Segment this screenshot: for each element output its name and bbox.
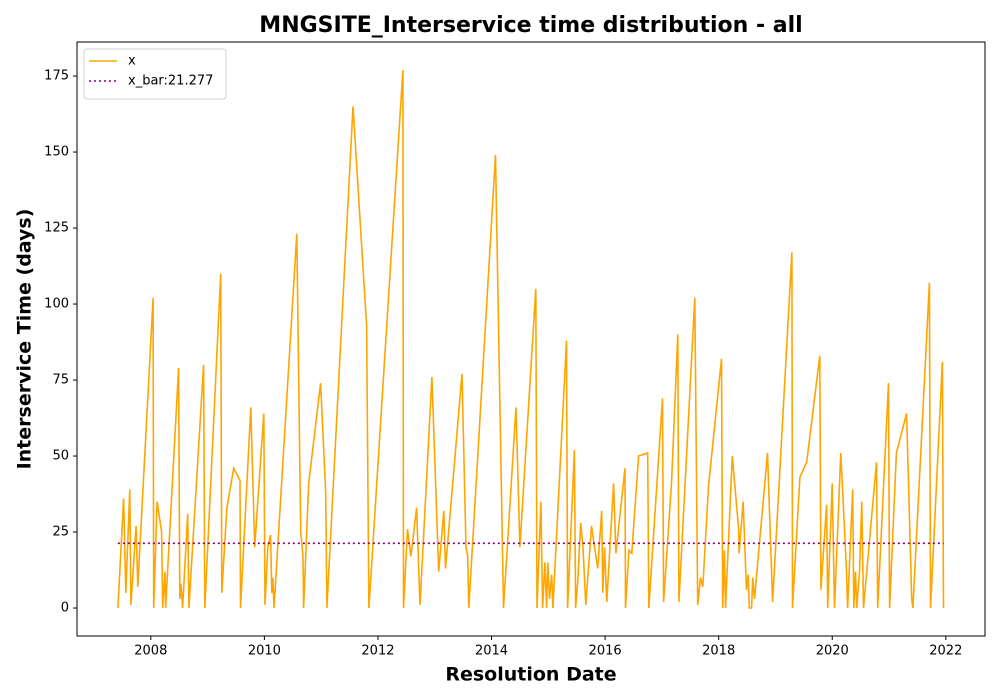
legend-label: x_bar:21.277 [128, 74, 213, 89]
x-tick-label: 2014 [475, 644, 508, 659]
plot-area [76, 41, 986, 637]
x-tick-label: 2010 [248, 644, 281, 659]
y-tick-label: 50 [52, 449, 69, 464]
y-tick-label: 100 [44, 297, 69, 312]
x-tick-label: 2022 [929, 644, 962, 659]
y-axis-label: Interservice Time (days) [14, 209, 36, 470]
x-tick-label: 2016 [589, 644, 622, 659]
y-tick-label: 150 [44, 145, 69, 160]
y-tick-label: 0 [61, 601, 69, 616]
y-tick-label: 75 [52, 373, 69, 388]
x-tick-label: 2008 [134, 644, 167, 659]
line-series [117, 69, 945, 609]
chart-title: MNGSITE_Interservice time distribution -… [259, 13, 802, 38]
x-tick-label: 2012 [361, 644, 394, 659]
y-tick-label: 175 [44, 69, 69, 84]
x-tick-label: 2020 [816, 644, 849, 659]
y-tick-label: 125 [44, 221, 69, 236]
y-tick-label: 25 [52, 525, 69, 540]
x-axis-label: Resolution Date [445, 664, 616, 686]
x-tick-label: 2018 [702, 644, 735, 659]
legend-label: x [128, 54, 136, 69]
legend-box [83, 48, 227, 100]
